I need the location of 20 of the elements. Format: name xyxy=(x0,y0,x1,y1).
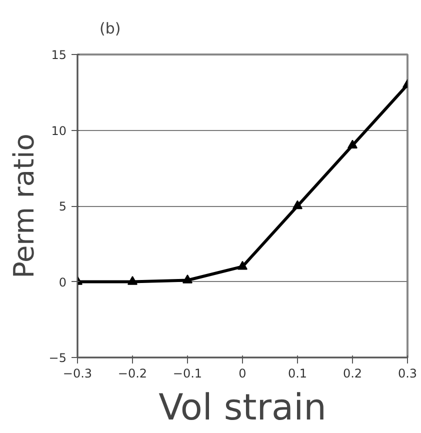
x-tick-label: −0.2 xyxy=(118,366,148,380)
x-tick-label: −0.3 xyxy=(62,366,92,380)
text: (b) xyxy=(100,20,121,38)
y-tick-label: 5 xyxy=(58,200,67,214)
x-tick-label: 0.1 xyxy=(288,366,308,380)
x-tick-label: −0.1 xyxy=(172,366,202,380)
point xyxy=(128,276,138,285)
x-tick-label: 0.2 xyxy=(342,366,362,380)
x-axis-title: Vol strain xyxy=(158,388,326,428)
y-tick-label: 15 xyxy=(51,48,67,62)
y-axis-title: Perm ratio xyxy=(8,134,40,278)
point xyxy=(182,274,192,284)
point xyxy=(238,260,248,270)
y-tick-label: 0 xyxy=(58,275,67,290)
x-tick-label: 0.3 xyxy=(398,366,418,380)
x-tick-label: 0 xyxy=(238,366,246,380)
point xyxy=(348,140,358,148)
y-tick-label: 10 xyxy=(51,124,67,138)
point xyxy=(292,200,302,210)
y-tick-label: −5 xyxy=(48,351,67,365)
